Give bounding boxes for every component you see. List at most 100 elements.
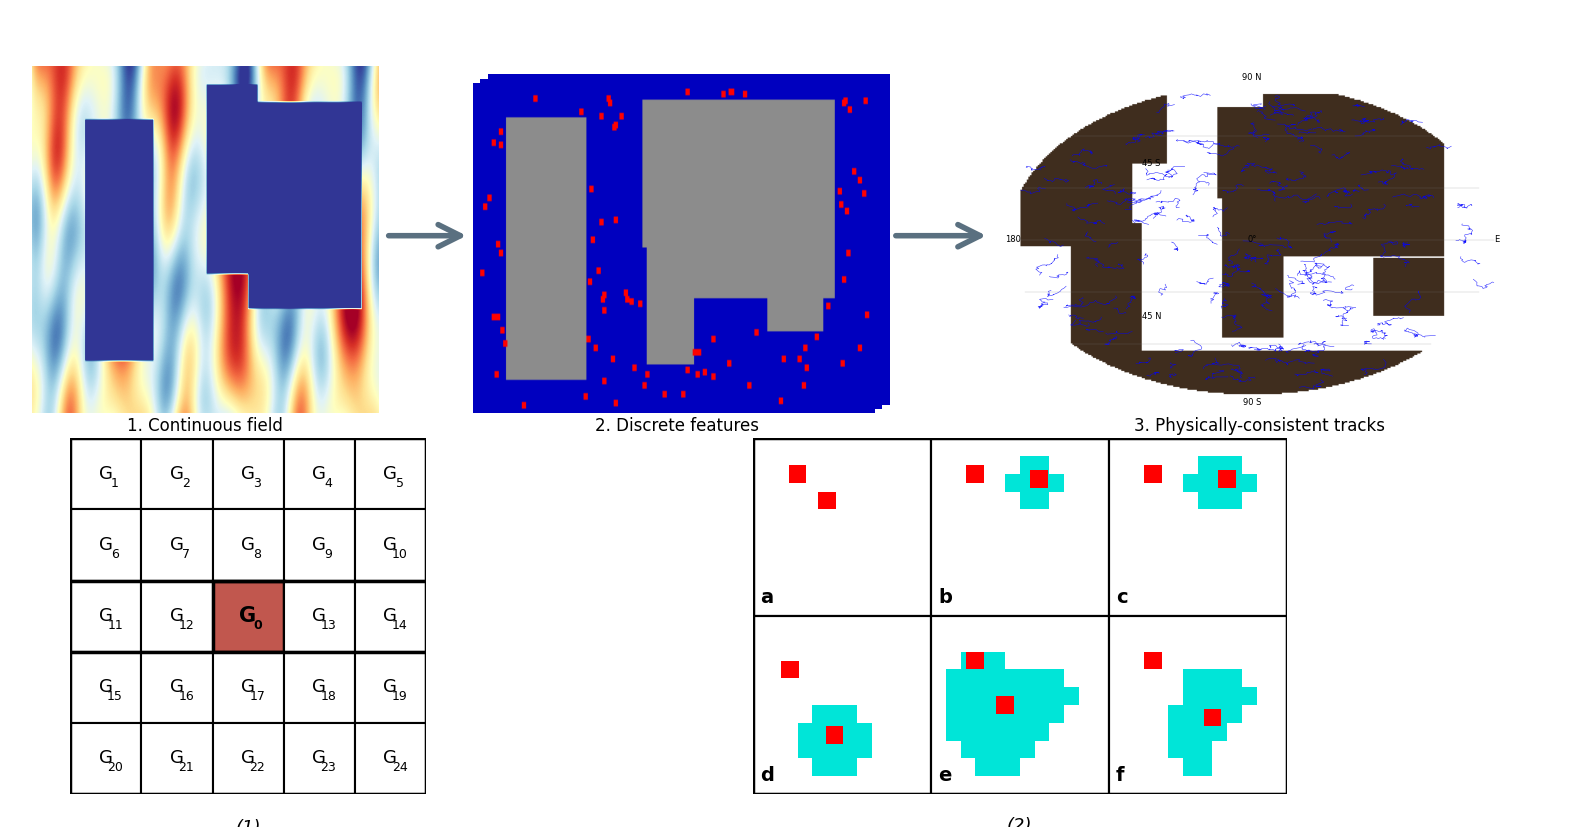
Text: 7: 7 xyxy=(183,547,191,561)
Bar xyxy=(1021,474,1035,491)
Bar xyxy=(142,438,213,509)
Bar xyxy=(843,723,857,741)
Bar xyxy=(753,438,931,616)
Bar xyxy=(71,581,142,652)
Bar xyxy=(1021,723,1035,741)
Bar xyxy=(354,723,425,794)
Bar xyxy=(975,670,991,687)
Bar xyxy=(213,438,284,509)
Bar xyxy=(354,438,425,509)
Bar xyxy=(1035,723,1049,741)
Bar xyxy=(1183,670,1197,687)
Bar xyxy=(71,438,142,509)
Bar xyxy=(961,723,975,741)
Text: 4: 4 xyxy=(324,476,332,490)
Bar xyxy=(1049,474,1065,491)
Bar xyxy=(1227,457,1243,474)
Bar xyxy=(827,723,843,741)
Bar xyxy=(354,652,425,723)
Bar xyxy=(813,705,827,723)
Bar xyxy=(945,723,961,741)
Bar xyxy=(1183,705,1197,723)
Bar xyxy=(1065,687,1079,705)
Text: E: E xyxy=(1493,236,1499,244)
Text: 0°: 0° xyxy=(1247,236,1257,244)
Bar xyxy=(1021,687,1035,705)
Text: 22: 22 xyxy=(249,761,265,774)
Text: 45 N: 45 N xyxy=(1142,312,1161,321)
Bar xyxy=(1030,471,1047,488)
Bar xyxy=(843,741,857,758)
Bar xyxy=(71,723,142,794)
Text: G: G xyxy=(241,678,255,696)
Bar xyxy=(797,741,813,758)
Text: 2: 2 xyxy=(183,476,191,490)
Bar xyxy=(213,652,284,723)
Text: 8: 8 xyxy=(254,547,261,561)
Bar xyxy=(1005,758,1021,776)
Bar xyxy=(1203,709,1221,726)
Bar xyxy=(1021,741,1035,758)
Bar xyxy=(1227,491,1243,509)
Bar xyxy=(1169,741,1183,758)
Text: 0: 0 xyxy=(254,619,261,632)
Text: G: G xyxy=(241,465,255,483)
Bar xyxy=(1049,705,1065,723)
Bar xyxy=(1197,491,1213,509)
Bar xyxy=(843,758,857,776)
Text: 20: 20 xyxy=(107,761,123,774)
Bar xyxy=(931,438,1109,616)
Bar xyxy=(1035,670,1049,687)
Bar xyxy=(961,687,975,705)
Bar xyxy=(1035,474,1049,491)
Bar xyxy=(1197,670,1213,687)
Bar xyxy=(71,652,142,723)
Bar xyxy=(1183,758,1197,776)
Bar xyxy=(945,670,961,687)
Bar xyxy=(354,509,425,581)
Bar xyxy=(827,758,843,776)
Text: 6: 6 xyxy=(112,547,120,561)
Bar xyxy=(945,705,961,723)
Bar xyxy=(1145,465,1162,483)
Bar xyxy=(142,581,213,652)
Bar xyxy=(961,741,975,758)
Bar xyxy=(284,509,354,581)
Bar xyxy=(1005,474,1021,491)
Bar xyxy=(825,726,844,744)
Bar xyxy=(975,705,991,723)
Bar xyxy=(1197,457,1213,474)
Text: G: G xyxy=(170,465,184,483)
Text: 19: 19 xyxy=(392,690,408,703)
Bar xyxy=(1021,670,1035,687)
Bar xyxy=(975,723,991,741)
Text: G: G xyxy=(383,678,397,696)
Bar xyxy=(354,581,425,652)
Bar xyxy=(789,465,806,483)
Bar xyxy=(1049,687,1065,705)
Bar xyxy=(1213,491,1227,509)
Bar xyxy=(1145,652,1162,670)
Bar xyxy=(1243,474,1257,491)
Text: b: b xyxy=(939,588,951,607)
Text: 5: 5 xyxy=(395,476,403,490)
Text: G: G xyxy=(241,749,255,767)
Text: 13: 13 xyxy=(321,619,337,632)
Bar xyxy=(1197,687,1213,705)
Text: G: G xyxy=(312,536,326,554)
Bar xyxy=(1169,705,1183,723)
Bar xyxy=(1227,705,1243,723)
Bar xyxy=(142,509,213,581)
Bar xyxy=(284,581,354,652)
Bar xyxy=(142,652,213,723)
Text: G: G xyxy=(170,678,184,696)
Text: G: G xyxy=(241,536,255,554)
Text: 18: 18 xyxy=(320,690,337,703)
Bar xyxy=(1035,457,1049,474)
Bar xyxy=(1227,670,1243,687)
Text: (2): (2) xyxy=(1006,817,1033,827)
Bar xyxy=(961,670,975,687)
Text: 15: 15 xyxy=(107,690,123,703)
Bar xyxy=(991,741,1005,758)
Bar xyxy=(1005,670,1021,687)
